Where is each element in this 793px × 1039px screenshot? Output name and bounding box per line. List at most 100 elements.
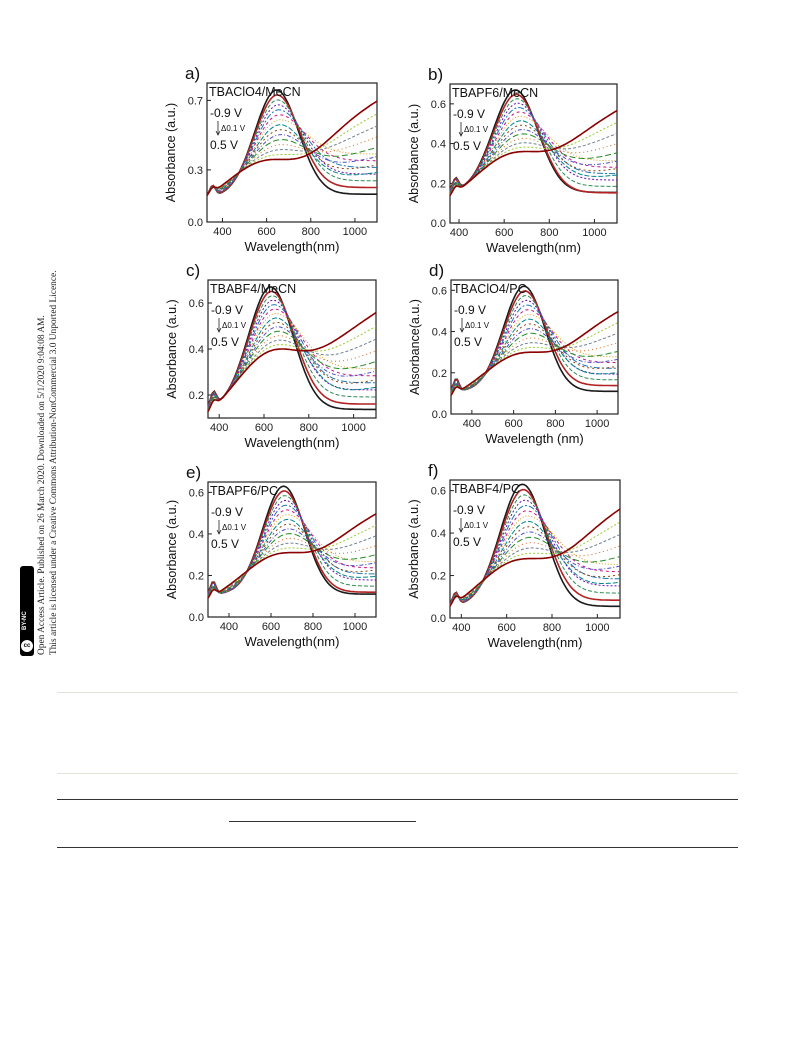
x-tick-label: 400 — [220, 621, 238, 633]
series-line — [449, 93, 617, 194]
arrow-head-icon — [458, 131, 464, 137]
x-tick-label: 1000 — [343, 226, 367, 238]
plot-frame — [449, 479, 621, 619]
panel-title: TBAClO4/PC — [453, 282, 527, 296]
y-tick-label: 0.4 — [189, 344, 204, 356]
x-tick-label: 1000 — [341, 422, 365, 434]
series-line — [207, 295, 376, 407]
y-tick-label: 0.6 — [432, 285, 447, 297]
x-axis-title: Wavelength(nm) — [488, 635, 583, 650]
divider-rule — [57, 773, 738, 774]
series-line — [206, 100, 378, 196]
end-voltage-label: 0.5 V — [453, 535, 481, 549]
series-line — [206, 129, 378, 196]
x-tick-label: 1000 — [343, 621, 367, 633]
y-tick-label: 0.0 — [189, 612, 204, 624]
panel-label: b) — [428, 65, 443, 84]
plot-frame — [207, 481, 377, 618]
end-voltage-label: 0.5 V — [210, 138, 238, 152]
x-tick-label: 400 — [210, 422, 228, 434]
panel-label: a) — [185, 64, 200, 83]
x-tick-label: 800 — [302, 226, 320, 238]
cc-by-nc-badge[interactable]: BY-NC cc — [20, 566, 34, 656]
x-tick-label: 800 — [546, 418, 564, 430]
series-line — [207, 504, 376, 595]
y-tick-label: 0.4 — [431, 139, 446, 151]
x-tick-label: 1000 — [582, 227, 606, 239]
x-tick-label: 600 — [495, 227, 513, 239]
arrow-head-icon — [459, 327, 465, 333]
series-line — [450, 323, 619, 393]
x-tick-label: 1000 — [585, 622, 609, 634]
start-voltage-label: -0.9 V — [211, 505, 243, 519]
panel-title: TBABF4/PC — [452, 482, 520, 496]
x-tick-label: 800 — [304, 621, 322, 633]
series-line — [207, 311, 377, 412]
x-tick-label: 1000 — [585, 418, 609, 430]
y-tick-label: 0.2 — [432, 368, 447, 380]
series-line — [207, 523, 377, 596]
series-line — [449, 504, 620, 605]
arrow-head-icon — [215, 130, 221, 136]
x-tick-label: 600 — [262, 621, 280, 633]
x-tick-label: 600 — [504, 418, 522, 430]
step-label: Δ0.1 V — [222, 321, 247, 330]
start-voltage-label: -0.9 V — [454, 303, 486, 317]
series-line — [450, 295, 618, 391]
x-tick-label: 600 — [497, 622, 515, 634]
y-axis-title: Absorbance (a.u.) — [165, 500, 179, 599]
x-tick-label: 600 — [255, 422, 273, 434]
y-axis-title: Absorbance (a.u.) — [407, 499, 421, 598]
panel-label: c) — [186, 261, 200, 280]
y-tick-label: 0.6 — [431, 486, 446, 498]
panel-title: TBAClO4/MeCN — [209, 85, 301, 99]
series-line — [449, 533, 621, 606]
step-label: Δ0.1 V — [464, 125, 489, 134]
arrow-head-icon — [216, 529, 222, 535]
series-line — [207, 518, 377, 596]
panel-label: e) — [186, 463, 201, 482]
y-tick-label: 0.2 — [431, 178, 446, 190]
series-line — [207, 537, 377, 598]
series-line — [207, 317, 377, 409]
y-tick-label: 0.0 — [188, 217, 203, 229]
series-line — [207, 312, 376, 408]
y-tick-label: 0.0 — [432, 409, 447, 421]
x-tick-label: 800 — [540, 227, 558, 239]
y-axis-title: Absorbance (a.u.) — [165, 299, 179, 398]
series-line — [207, 325, 377, 412]
series-line — [449, 508, 621, 607]
series-line — [450, 332, 619, 395]
arrow-head-icon — [216, 327, 222, 333]
x-tick-label: 400 — [463, 418, 481, 430]
y-tick-label: 0.6 — [431, 99, 446, 111]
plot-frame — [449, 83, 618, 224]
x-axis-title: Wavelength(nm) — [245, 239, 340, 254]
y-tick-label: 0.2 — [431, 571, 446, 583]
y-tick-label: 0.7 — [188, 95, 203, 107]
x-axis-title: Wavelength (nm) — [485, 431, 584, 446]
series-line — [449, 124, 618, 193]
series-line — [206, 125, 378, 196]
series-line — [449, 536, 621, 606]
series-line — [207, 308, 377, 408]
series-line — [449, 133, 618, 195]
start-voltage-label: -0.9 V — [210, 106, 242, 120]
divider-rule — [57, 692, 738, 693]
plot-frame — [206, 82, 378, 223]
series-line — [207, 304, 376, 407]
series-line — [207, 495, 376, 594]
plot-frame — [450, 279, 619, 415]
step-label: Δ0.1 V — [465, 321, 490, 330]
series-line — [449, 106, 617, 192]
series-line — [449, 115, 617, 192]
x-tick-label: 400 — [452, 622, 470, 634]
x-tick-label: 800 — [300, 422, 318, 434]
end-voltage-label: 0.5 V — [454, 335, 482, 349]
panel-title: TBABF4/MeCN — [210, 282, 296, 296]
y-tick-label: 0.3 — [188, 165, 203, 177]
series-line — [449, 120, 618, 193]
x-axis-title: Wavelength(nm) — [245, 435, 340, 450]
series-line — [450, 311, 619, 396]
